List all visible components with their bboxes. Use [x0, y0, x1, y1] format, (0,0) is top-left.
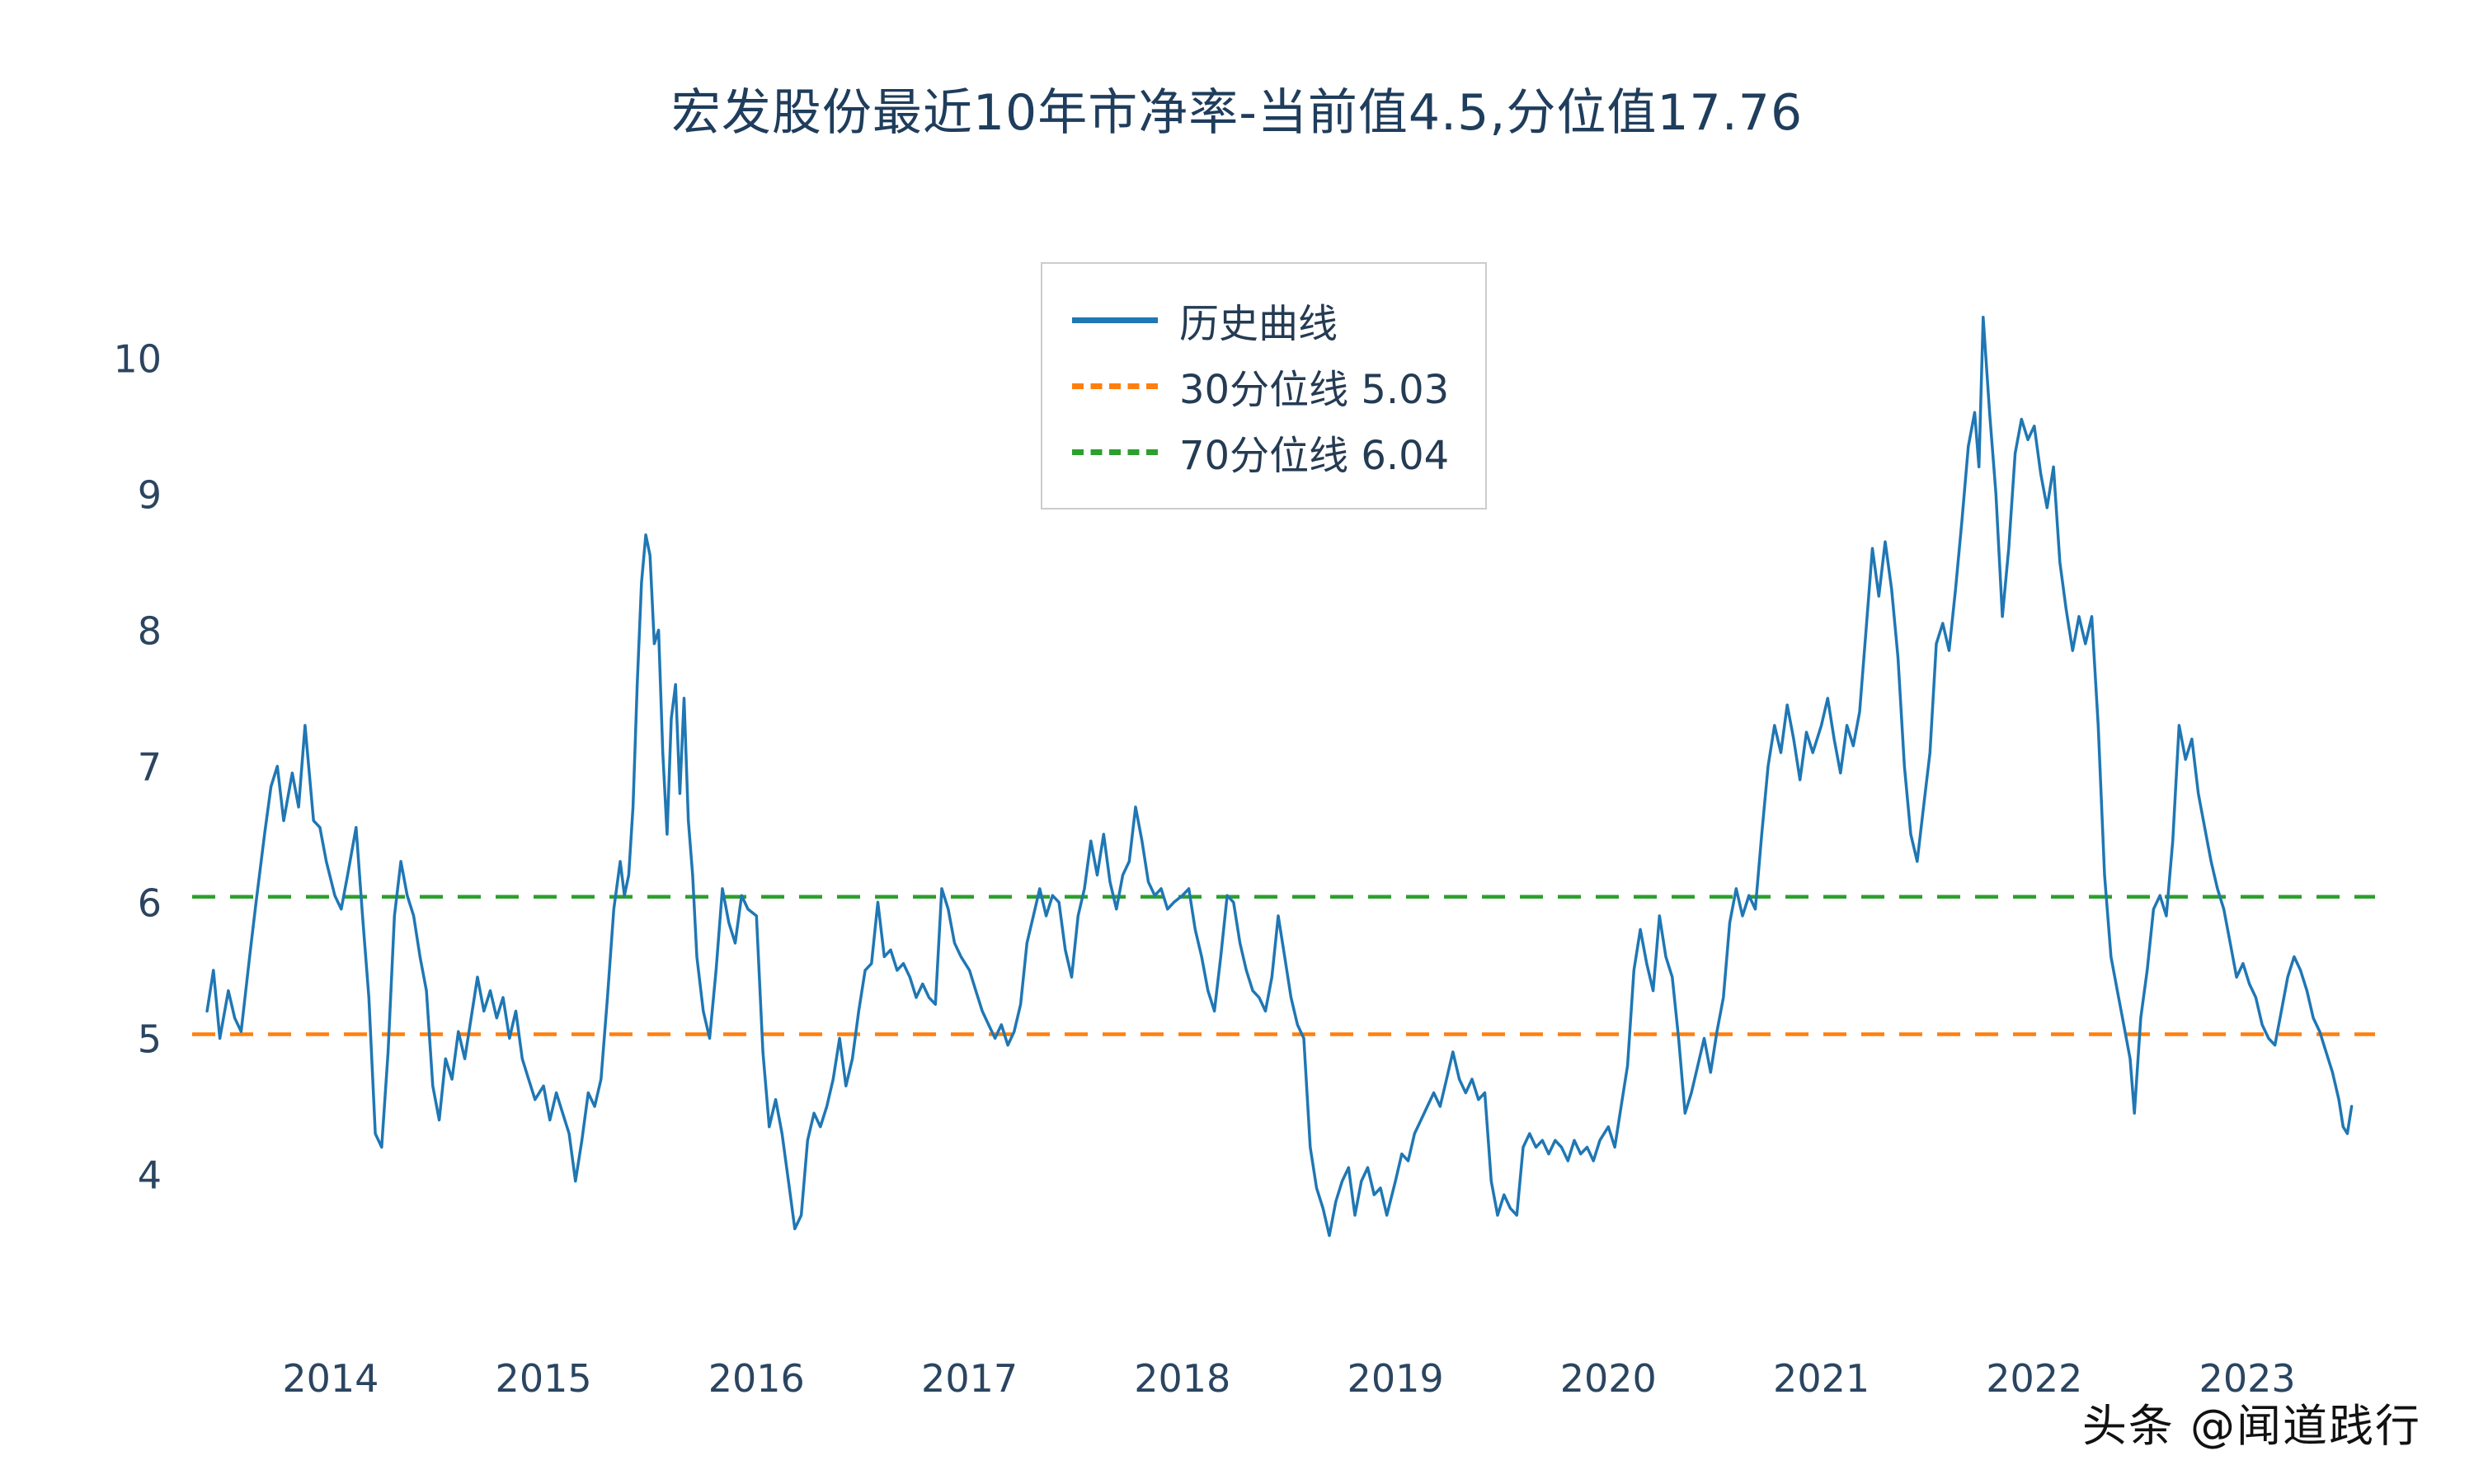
x-tick-label: 2018 [1134, 1356, 1230, 1401]
y-tick-label: 6 [138, 881, 162, 925]
x-tick-label: 2021 [1773, 1356, 1870, 1401]
history-line [205, 316, 2354, 1237]
chart-legend: 历史曲线 30分位线 5.03 70分位线 6.04 [1041, 262, 1488, 510]
legend-item-history: 历史曲线 [1072, 287, 1449, 353]
legend-label-p30: 30分位线 5.03 [1179, 367, 1450, 413]
dashed-line-green-swatch-icon [1072, 448, 1158, 455]
watermark: 头条 @闻道践行 [2081, 1400, 2421, 1452]
y-tick-label: 10 [113, 336, 162, 381]
y-tick-label: 7 [138, 744, 162, 789]
y-tick-label: 8 [138, 608, 162, 653]
dashed-line-orange-swatch-icon [1072, 383, 1158, 389]
x-tick-label: 2016 [708, 1356, 805, 1401]
legend-item-p70: 70分位线 6.04 [1072, 419, 1449, 485]
solid-line-swatch-icon [1072, 317, 1158, 323]
legend-label-p70: 70分位线 6.04 [1179, 433, 1450, 479]
x-tick-label: 2014 [282, 1356, 379, 1401]
y-tick-label: 9 [138, 472, 162, 517]
legend-label-history: 历史曲线 [1179, 301, 1338, 347]
y-tick-label: 4 [138, 1153, 162, 1198]
page-title: 宏发股份最近10年市净率-当前值4.5,分位值17.76 [670, 84, 1804, 142]
x-tick-label: 2017 [921, 1356, 1018, 1401]
x-tick-label: 2019 [1348, 1356, 1444, 1401]
x-tick-label: 2020 [1560, 1356, 1657, 1401]
legend-item-p30: 30分位线 5.03 [1072, 353, 1449, 419]
x-tick-label: 2015 [496, 1356, 592, 1401]
y-tick-label: 5 [138, 1017, 162, 1061]
x-tick-label: 2022 [1986, 1356, 2082, 1401]
x-tick-label: 2023 [2199, 1356, 2296, 1401]
